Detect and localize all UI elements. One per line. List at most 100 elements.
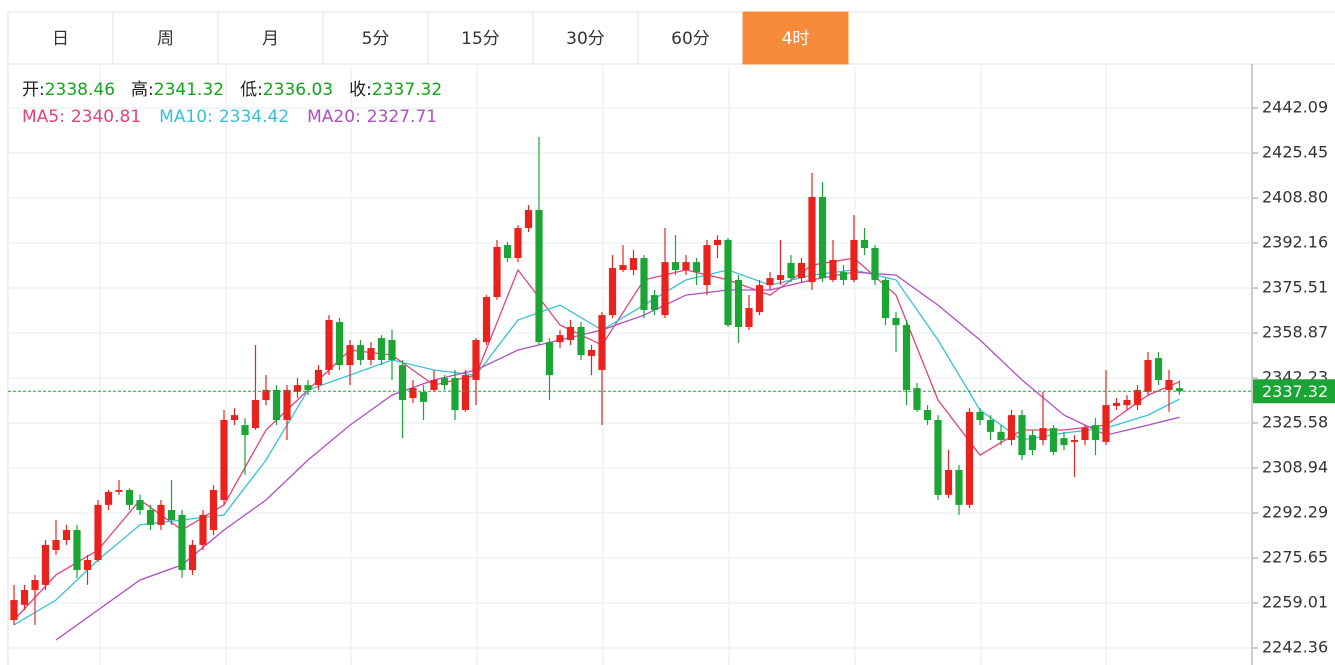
candle-body (1039, 428, 1047, 440)
candle-body (734, 279, 743, 327)
candle-body (335, 322, 344, 366)
candle-body (41, 544, 50, 585)
candle-body (944, 470, 953, 495)
candle-body (10, 600, 18, 621)
candle-body (997, 431, 1005, 440)
legend-value: 2327.71 (367, 107, 437, 127)
candle-body (430, 379, 438, 390)
tab[interactable] (7, 11, 114, 65)
candle-body (503, 245, 512, 259)
y-tick-label: 2392.16 (1262, 233, 1328, 252)
candle-body (713, 239, 722, 246)
ma-line (55, 271, 1180, 641)
candle-body (314, 369, 323, 386)
candle-body (535, 209, 543, 343)
candle-body (577, 326, 585, 356)
tab-label[interactable]: 60分 (671, 29, 710, 49)
y-tick-label: 2292.29 (1262, 503, 1328, 522)
candle-body (272, 389, 281, 420)
tab-label[interactable]: 周 (157, 29, 174, 49)
candle-body (556, 335, 564, 343)
y-tick-label: 2358.87 (1262, 323, 1328, 342)
tab-label[interactable]: 15分 (461, 29, 500, 49)
candle-body (629, 258, 638, 270)
y-tick-label: 2375.51 (1262, 278, 1328, 297)
candle-body (1123, 399, 1131, 406)
candle-body (157, 504, 165, 525)
candle-body (587, 349, 596, 356)
candle-body (1018, 415, 1026, 456)
tab[interactable] (112, 11, 219, 65)
tab[interactable] (217, 11, 324, 65)
candle-body (230, 415, 239, 420)
candle-body (146, 510, 155, 525)
candle-body (850, 239, 858, 280)
y-tick-label: 2275.65 (1262, 547, 1328, 566)
candle-body (976, 411, 984, 420)
tab[interactable] (427, 11, 534, 65)
ohlc-value: 2341.32 (154, 80, 224, 100)
candle-body (493, 246, 501, 297)
candle-body (545, 342, 554, 376)
candle-body (461, 375, 470, 410)
candle-body (1144, 359, 1152, 392)
candle-body (808, 196, 816, 283)
candle-body (136, 500, 144, 511)
tab-label[interactable]: 月 (262, 29, 279, 49)
candle-body (178, 514, 186, 571)
candle-body (388, 339, 396, 360)
candle-body (293, 385, 302, 392)
candle-body (377, 338, 386, 360)
candle-body (209, 490, 218, 531)
candle-body (818, 196, 827, 279)
candle-body (94, 504, 102, 561)
candle-body (892, 318, 900, 326)
candle-body (199, 514, 207, 545)
legend-name: MA5: (22, 107, 65, 127)
candle-body (304, 385, 312, 390)
candle-body (167, 510, 176, 521)
y-tick-label: 2408.80 (1262, 188, 1328, 207)
candle-body (745, 308, 753, 327)
tab-label[interactable]: 30分 (566, 29, 605, 49)
candle-body (829, 259, 837, 280)
ohlc-label: 收: (349, 80, 372, 100)
candle-body (1049, 428, 1058, 452)
tab[interactable] (532, 11, 639, 65)
candle-body (661, 262, 669, 316)
candle-body (1133, 389, 1142, 406)
candle-body (125, 490, 134, 505)
tab[interactable] (742, 11, 849, 65)
tab-label[interactable]: 4时 (782, 29, 810, 49)
candle-body (1154, 358, 1163, 380)
candle-body (220, 419, 228, 501)
candle-body (1007, 415, 1016, 440)
candle-body (398, 365, 407, 400)
candle-body (913, 388, 921, 410)
candle-body (472, 339, 480, 380)
y-tick-label: 2325.58 (1262, 413, 1328, 432)
legend-value: 2340.81 (71, 107, 141, 127)
ohlc-value: 2338.46 (45, 80, 115, 100)
y-tick-label: 2442.09 (1262, 98, 1328, 117)
candle-body (115, 490, 123, 492)
candle-body (923, 409, 932, 420)
y-tick-label: 2242.36 (1262, 637, 1328, 656)
legend-name: MA10: (159, 107, 213, 127)
tab-label[interactable]: 5分 (362, 29, 390, 49)
legend-name: MA20: (307, 107, 361, 127)
candle-body (1102, 405, 1110, 442)
candle-body (514, 228, 522, 259)
y-tick-label: 2425.45 (1262, 143, 1328, 162)
candle-body (766, 278, 774, 286)
candle-body (881, 279, 890, 319)
candle-body (755, 285, 764, 313)
candle-body (776, 275, 785, 280)
tab[interactable] (322, 11, 429, 65)
candle-body (1081, 428, 1089, 440)
y-tick-label: 2259.01 (1262, 592, 1328, 611)
candle-body (871, 248, 879, 280)
tab-label[interactable]: 日 (52, 29, 69, 49)
ohlc-label: 开: (22, 80, 45, 100)
candle-body (860, 239, 869, 249)
